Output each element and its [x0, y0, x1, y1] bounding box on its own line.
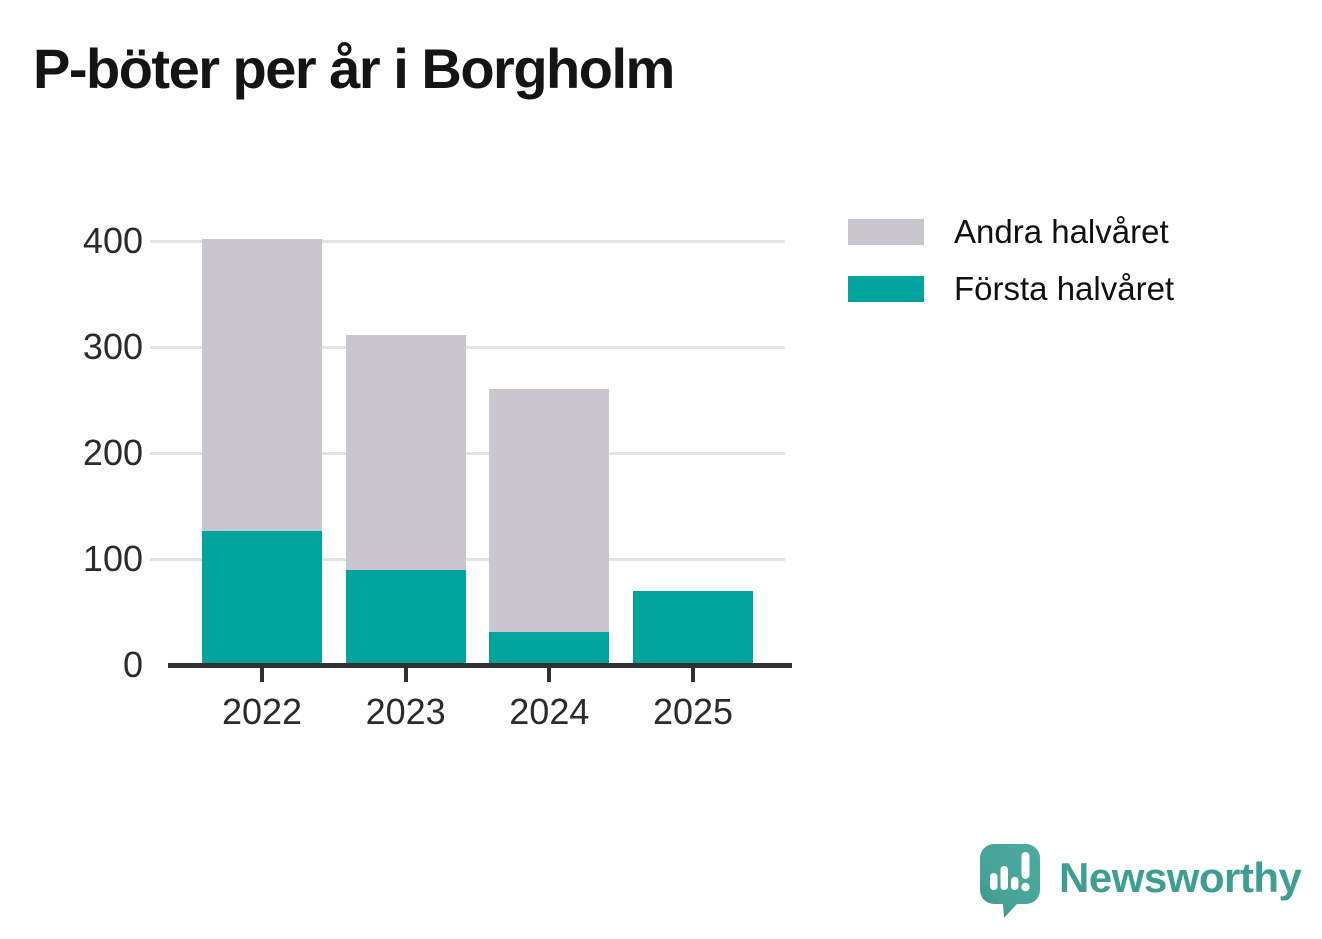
legend-label-andra-halvaret: Andra halvåret [954, 213, 1169, 250]
bar-2023-andra-halvaret [345, 335, 466, 570]
bar-2022-andra-halvaret [202, 238, 322, 532]
gridline-300 [170, 345, 785, 349]
x-axis-tick-label-2024: 2024 [509, 691, 590, 732]
y-axis-tick-mark-400 [150, 239, 192, 243]
x-axis-tick-label-2023: 2023 [365, 691, 446, 732]
y-axis-tick-mark-200 [150, 451, 192, 455]
bar-2025-forsta-halvaret [633, 590, 753, 665]
bar-2024-forsta-halvaret [489, 632, 610, 665]
x-axis-line [168, 663, 792, 668]
x-axis-tick-mark-2023 [403, 667, 408, 682]
y-axis-tick-label-0: 0 [122, 644, 143, 685]
bar-2024-andra-halvaret [489, 389, 610, 633]
y-axis-tick-label-300: 300 [82, 326, 143, 367]
y-axis-tick-label-200: 200 [82, 432, 143, 473]
y-axis-tick-label-400: 400 [82, 220, 143, 261]
chart-title: P-böter per år i Borgholm [33, 37, 675, 100]
gridline-200 [170, 451, 785, 455]
y-axis-tick-mark-300 [150, 345, 192, 349]
x-axis-tick-label-2022: 2022 [221, 691, 303, 732]
gridline-100 [170, 557, 785, 561]
legend-label-forsta-halvaret: Första halvåret [954, 270, 1175, 307]
x-axis-tick-mark-2022 [260, 667, 264, 682]
legend-item-andra-halvaret: Andra halvåret [848, 213, 1174, 250]
legend-swatch-andra-halvaret [848, 219, 924, 245]
bar-2022-forsta-halvaret [202, 531, 322, 665]
gridline-400 [170, 239, 785, 243]
legend-item-forsta-halvaret: Första halvåret [848, 270, 1174, 307]
y-axis-tick-label-100: 100 [82, 538, 143, 579]
legend: Andra halvåret Första halvåret [848, 213, 1174, 333]
y-axis-tick-mark-100 [150, 557, 192, 561]
bar-2023-forsta-halvaret [345, 569, 466, 665]
newsworthy-logo-icon [980, 844, 1040, 918]
legend-swatch-forsta-halvaret [848, 276, 924, 302]
x-axis-tick-label-2025: 2025 [652, 691, 734, 732]
newsworthy-logo-text: Newsworthy [1059, 854, 1302, 901]
x-axis-tick-mark-2025 [691, 667, 695, 682]
x-axis-tick-mark-2024 [547, 667, 552, 682]
newsworthy-logo: Newsworthy [977, 842, 1302, 918]
